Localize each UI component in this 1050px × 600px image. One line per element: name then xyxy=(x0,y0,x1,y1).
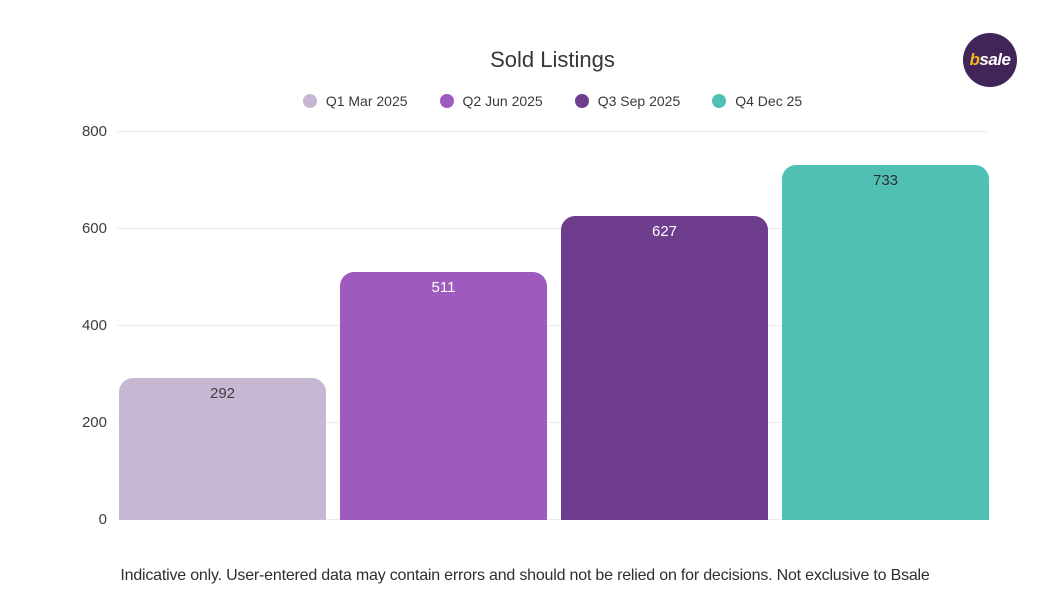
y-tick-label: 400 xyxy=(81,317,107,334)
bsale-logo: b sale xyxy=(963,33,1017,87)
bar-q3-sep-2025[interactable]: 627 xyxy=(561,215,768,520)
legend-label: Q4 Dec 25 xyxy=(735,93,803,109)
bar-value-label: 627 xyxy=(651,222,678,240)
y-tick-label: 800 xyxy=(81,123,107,140)
bar-q1-mar-2025[interactable]: 292 xyxy=(119,378,326,520)
bar-value-label: 733 xyxy=(872,171,899,189)
legend-dot-icon xyxy=(302,94,317,108)
legend-label: Q3 Sep 2025 xyxy=(597,93,681,109)
gridline xyxy=(117,131,988,132)
legend-label: Q1 Mar 2025 xyxy=(325,93,408,109)
gridline xyxy=(117,228,988,229)
logo-text-sale: sale xyxy=(979,50,1011,69)
y-tick-label: 200 xyxy=(81,414,107,431)
legend-item-3[interactable]: Q3 Sep 2025 xyxy=(574,93,681,109)
legend-dot-icon xyxy=(439,94,454,108)
y-tick-label: 600 xyxy=(81,220,107,237)
y-tick-label: 0 xyxy=(98,511,107,528)
chart-title: Sold Listings xyxy=(490,47,615,72)
legend-item-4[interactable]: Q4 Dec 25 xyxy=(712,93,802,109)
legend-item-1[interactable]: Q1 Mar 2025 xyxy=(302,93,408,109)
legend-item-2[interactable]: Q2 Jun 2025 xyxy=(439,93,543,109)
legend-dot-icon xyxy=(712,94,727,108)
bar-q2-jun-2025[interactable]: 511 xyxy=(340,272,547,520)
legend-label: Q2 Jun 2025 xyxy=(462,93,543,109)
bar-q4-dec-25[interactable]: 733 xyxy=(782,164,989,520)
gridline xyxy=(117,422,988,423)
legend: Q1 Mar 2025 Q2 Jun 2025 Q3 Sep 2025 Q4 Dec … xyxy=(117,93,988,109)
legend-dot-icon xyxy=(574,94,589,108)
disclaimer-text: Indicative only. User-entered data may c… xyxy=(120,567,930,584)
bar-value-label: 292 xyxy=(209,385,236,403)
logo-text-b: b xyxy=(969,50,980,69)
gridline xyxy=(117,519,988,520)
gridline xyxy=(117,325,988,326)
plot-area: 0 200 400 600 800 292 511 627 733 xyxy=(82,123,989,528)
bar-value-label: 511 xyxy=(431,279,456,297)
